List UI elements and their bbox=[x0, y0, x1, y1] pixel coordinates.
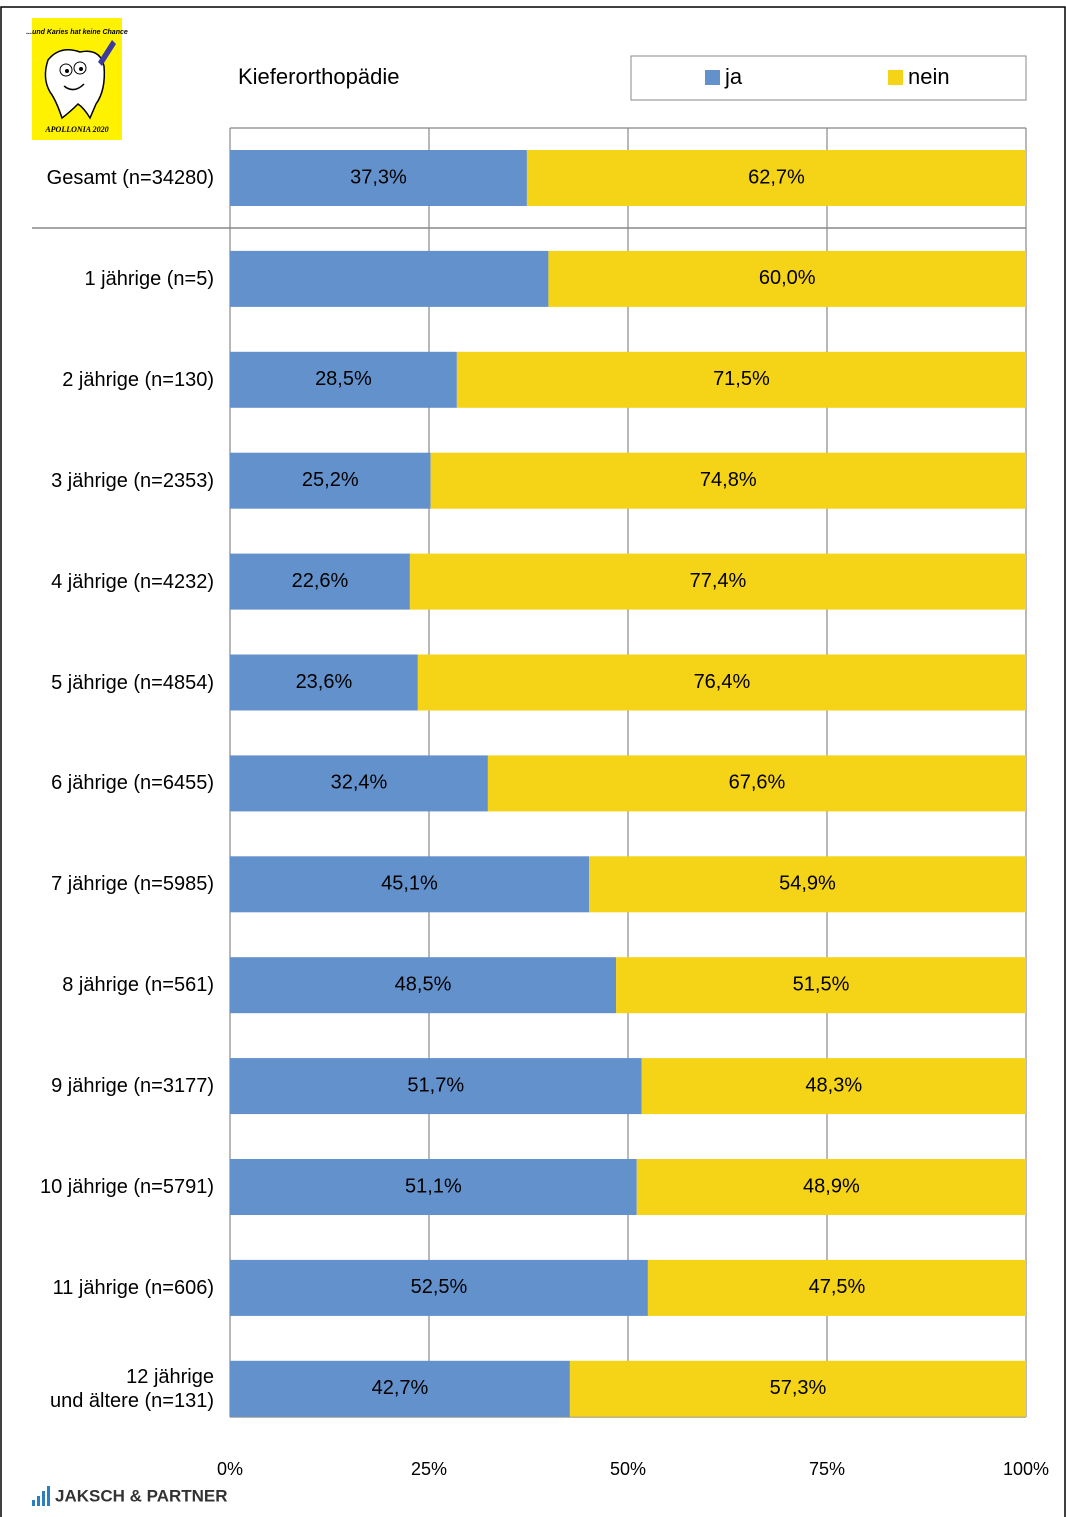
bar-segment bbox=[548, 250, 1026, 307]
y-tick-label: 9 jährige (n=3177) bbox=[51, 1075, 214, 1098]
legend-label: nein bbox=[908, 64, 950, 89]
value-label: 48,9% bbox=[803, 1175, 860, 1197]
bar-segment bbox=[641, 1058, 1026, 1115]
value-label: 25,2% bbox=[302, 469, 359, 491]
bar-segment bbox=[230, 1360, 570, 1417]
value-label: 77,4% bbox=[690, 570, 747, 592]
value-label: 51,1% bbox=[405, 1175, 462, 1197]
y-tick-label: 5 jährige (n=4854) bbox=[51, 671, 214, 694]
value-label: 22,6% bbox=[292, 570, 349, 592]
y-tick-label: 10 jährige (n=5791) bbox=[39, 1176, 214, 1198]
bar-segment bbox=[569, 1360, 1026, 1417]
value-label: 32,4% bbox=[331, 772, 388, 794]
y-tick-label: 4 jährige (n=4232) bbox=[51, 570, 214, 593]
logo-mouth bbox=[63, 83, 85, 91]
bar-segment bbox=[409, 553, 1026, 610]
y-tick-label: 12 jährige und ältere (n=131) bbox=[49, 1365, 214, 1412]
frame bbox=[0, 6, 1066, 1517]
value-label: 42,7% bbox=[372, 1377, 429, 1399]
value-label: 28,5% bbox=[315, 368, 372, 390]
bar-segment bbox=[230, 654, 418, 711]
bar-segment bbox=[230, 1159, 637, 1215]
legend-swatch bbox=[705, 70, 720, 85]
bar-segment bbox=[230, 856, 589, 913]
bar-segment bbox=[487, 755, 1026, 812]
y-tick-label: 3 jährige (n=2353) bbox=[51, 469, 214, 492]
value-label: 71,5% bbox=[713, 368, 770, 390]
bar-segment bbox=[526, 150, 1026, 206]
x-tick-label: 75% bbox=[809, 1459, 845, 1479]
footer-icon bbox=[32, 1500, 35, 1506]
logo-tooth bbox=[44, 49, 106, 120]
footer-logo: JAKSCH & PARTNER bbox=[32, 1486, 228, 1506]
bar-segment bbox=[456, 351, 1026, 408]
x-tick-label: 25% bbox=[411, 1459, 447, 1479]
value-label: 62,7% bbox=[748, 166, 805, 188]
y-tick-label: 8 jährige (n=561) bbox=[62, 974, 214, 997]
bar-segment bbox=[647, 1259, 1026, 1316]
plot: 0% 25% 50% 75% 100% 37,3% 62,7% 60,0% 28,5% 71,5%… bbox=[217, 127, 1049, 1479]
logo: ...und Karies hat keine Chance APOLLONIA… bbox=[26, 18, 128, 140]
x-tick-label: 100% bbox=[1003, 1459, 1049, 1479]
footer-icon bbox=[47, 1486, 50, 1506]
bar-segment bbox=[230, 351, 457, 408]
value-label: 47,5% bbox=[809, 1276, 866, 1298]
legend-box bbox=[630, 55, 1027, 101]
bar-segment bbox=[588, 856, 1026, 913]
bar-segment bbox=[230, 150, 527, 206]
y-tick-label: 6 jährige (n=6455) bbox=[51, 772, 214, 795]
value-label: 51,5% bbox=[793, 973, 850, 995]
bar-segment bbox=[230, 1058, 642, 1115]
y-tick-label: 2 jährige (n=130) bbox=[62, 368, 214, 391]
bar-segment bbox=[636, 1159, 1026, 1215]
logo-pupil bbox=[79, 67, 83, 71]
footer-icon bbox=[37, 1496, 40, 1506]
bar-segment bbox=[230, 957, 617, 1014]
value-label: 51,7% bbox=[407, 1074, 464, 1096]
legend: ja nein bbox=[705, 64, 950, 89]
footer-icon bbox=[42, 1491, 45, 1506]
value-label: 37,3% bbox=[350, 166, 407, 188]
value-label: 76,4% bbox=[694, 671, 751, 693]
logo-pupil bbox=[65, 69, 69, 73]
bar-segment bbox=[230, 1259, 648, 1316]
value-label: 57,3% bbox=[770, 1377, 827, 1399]
footer: JAKSCH & PARTNER bbox=[55, 1486, 228, 1505]
y-tick-label: 7 jährige (n=5985) bbox=[51, 873, 214, 896]
x-tick-label: 50% bbox=[610, 1459, 646, 1479]
bar-segment bbox=[230, 452, 431, 509]
y-tick-label: 1 jährige (n=5) bbox=[84, 267, 214, 290]
value-label: 74,8% bbox=[700, 469, 757, 491]
bar-segment bbox=[230, 755, 488, 812]
bar-segment bbox=[230, 553, 410, 610]
bar-segment bbox=[230, 250, 549, 307]
value-label: 54,9% bbox=[779, 873, 836, 895]
value-label: 45,1% bbox=[381, 873, 438, 895]
value-label: 48,5% bbox=[395, 973, 452, 995]
value-label: 60,0% bbox=[759, 267, 816, 289]
legend-label: ja bbox=[724, 64, 743, 89]
logo-brush bbox=[98, 40, 116, 66]
value-label: 52,5% bbox=[411, 1276, 468, 1298]
bar-segment bbox=[616, 957, 1026, 1014]
y-tick-label: Gesamt (n=34280) bbox=[46, 167, 214, 189]
y-tick-label: 11 jährige (n=606) bbox=[52, 1276, 214, 1299]
value-label: 67,6% bbox=[729, 772, 786, 794]
logo-name: APOLLONIA 2020 bbox=[44, 125, 108, 134]
bar-segment bbox=[430, 452, 1026, 509]
value-label: 23,6% bbox=[296, 671, 353, 693]
chart-title: Kieferorthopädie bbox=[238, 64, 399, 89]
bar-segment bbox=[417, 654, 1027, 711]
legend-swatch bbox=[888, 70, 903, 85]
x-tick-label: 0% bbox=[217, 1459, 243, 1479]
logo-slogan: ...und Karies hat keine Chance bbox=[26, 29, 128, 36]
value-label: 48,3% bbox=[805, 1074, 862, 1096]
